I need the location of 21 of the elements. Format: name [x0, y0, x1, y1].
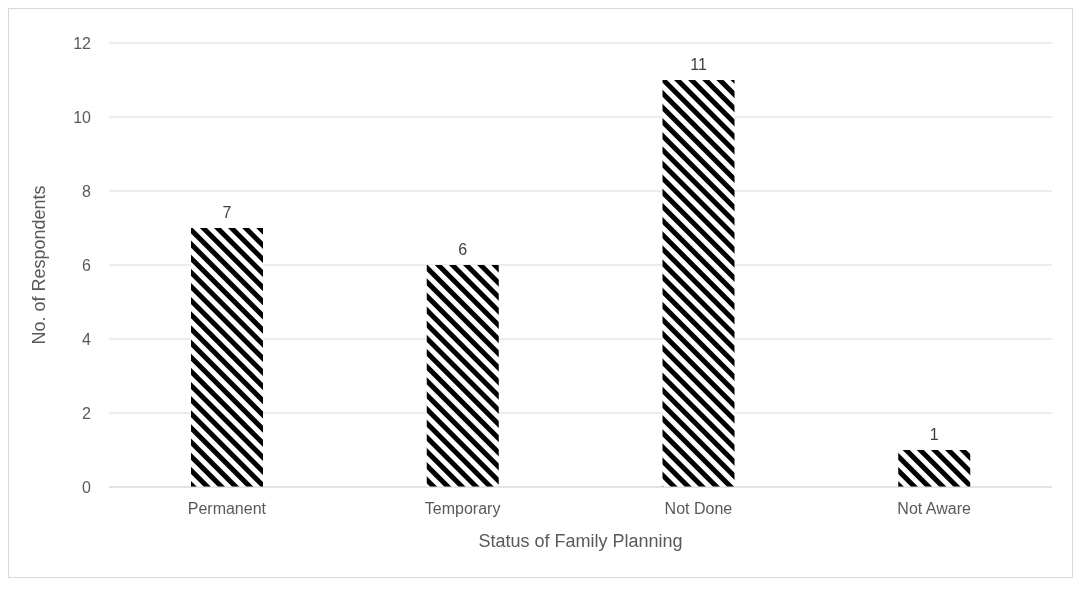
y-tick-label: 12 [73, 34, 92, 52]
y-tick-label: 8 [82, 182, 92, 200]
y-tick-label: 2 [82, 404, 92, 422]
bar [191, 228, 263, 487]
y-tick-label: 10 [73, 108, 92, 126]
bar [662, 80, 735, 487]
y-axis-title: No. of Respondents [29, 185, 50, 345]
x-tick-label: Not Aware [897, 500, 971, 518]
data-label: 7 [222, 204, 232, 221]
bar [426, 265, 499, 487]
x-tick-label: Not Done [664, 500, 733, 518]
y-tick-label: 0 [82, 478, 92, 496]
x-axis-title: Status of Family Planning [478, 531, 683, 551]
x-tick-label: Permanent [187, 500, 267, 518]
data-label: 1 [929, 426, 939, 443]
x-tick-label: Temporary [424, 500, 501, 518]
y-tick-label: 6 [82, 256, 92, 274]
data-label: 11 [690, 56, 707, 73]
bar [898, 450, 971, 487]
data-label: 6 [458, 241, 468, 258]
y-tick-label: 4 [82, 330, 92, 348]
